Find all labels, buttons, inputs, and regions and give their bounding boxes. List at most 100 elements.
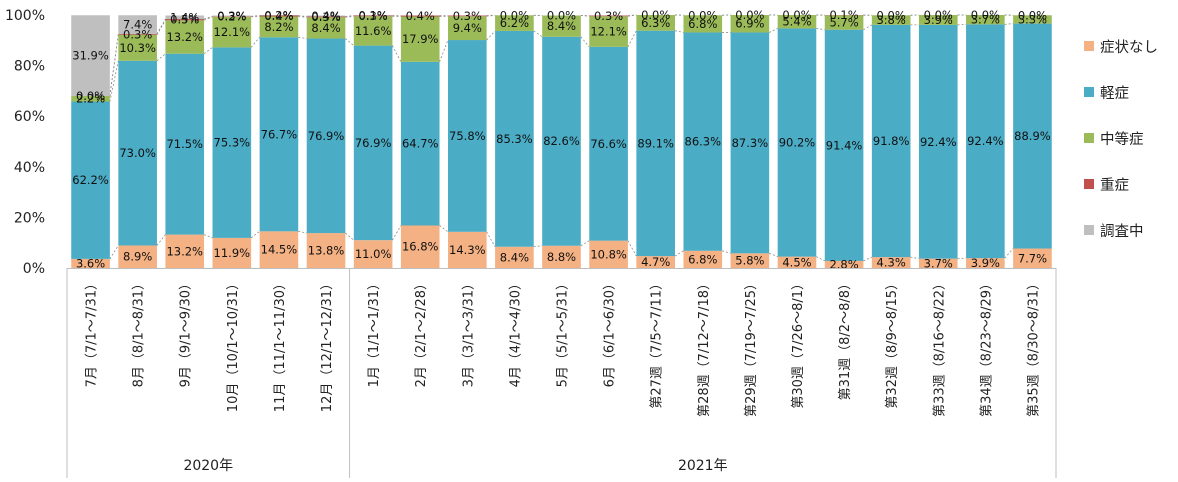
legend-label: 軽症 — [1100, 82, 1129, 103]
y-tick-label: 60% — [14, 109, 45, 125]
data-label: 75.8% — [449, 129, 486, 143]
data-label: 5.8% — [735, 254, 764, 268]
legend-swatch — [1084, 225, 1094, 235]
data-label: 7.4% — [123, 18, 152, 32]
data-label: 76.6% — [590, 137, 627, 151]
series-connector-line — [581, 37, 589, 47]
series-connector-line — [298, 17, 306, 18]
category-label: 1月（1/1～1/31） — [367, 277, 382, 387]
data-label: 92.4% — [920, 135, 957, 149]
category-label: 第30週（7/26～8/1） — [791, 277, 806, 409]
series-connector-line — [581, 241, 589, 246]
data-label: 0.0% — [76, 89, 105, 103]
data-label: 0.1% — [359, 8, 388, 22]
data-label: 71.5% — [166, 137, 203, 151]
data-label: 85.3% — [496, 132, 533, 146]
data-label: 17.9% — [402, 32, 439, 46]
data-label: 8.9% — [123, 250, 152, 264]
category-label: 5月（5/1～5/31） — [556, 277, 571, 387]
category-label: 第29週（7/19～7/25） — [744, 277, 759, 417]
series-connector-line — [958, 24, 966, 25]
data-label: 3.9% — [971, 256, 1000, 270]
series-connector-line — [769, 28, 777, 32]
legend-item: 調査中 — [1084, 220, 1178, 240]
series-connector-line — [157, 235, 165, 246]
data-label: 11.6% — [355, 24, 392, 38]
data-label: 92.4% — [967, 134, 1004, 148]
data-label: 76.9% — [308, 129, 345, 143]
data-label: 91.8% — [873, 134, 910, 148]
series-connector-line — [628, 31, 636, 47]
data-label: 11.9% — [214, 246, 251, 260]
legend-swatch — [1084, 41, 1094, 51]
y-tick-label: 0% — [23, 261, 45, 277]
series-connector-line — [204, 47, 212, 53]
series-connector-line — [392, 46, 400, 62]
data-label: 13.8% — [308, 244, 345, 258]
data-label: 14.3% — [449, 243, 486, 257]
series-connector-line — [298, 37, 306, 38]
data-label: 0.3% — [217, 9, 246, 23]
data-label: 0.0% — [735, 8, 764, 22]
series-connector-line — [675, 31, 683, 33]
series-connector-line — [816, 257, 824, 261]
category-label: 第32週（8/9～8/15） — [885, 277, 900, 409]
data-label: 8.8% — [547, 250, 576, 264]
data-label: 0.2% — [264, 8, 293, 22]
category-label: 4月（4/1～4/30） — [508, 277, 523, 387]
series-connector-line — [251, 16, 259, 17]
category-label: 3月（3/1～3/31） — [461, 277, 476, 387]
data-label: 13.2% — [166, 244, 203, 258]
series-connector-line — [958, 258, 966, 259]
series-connector-line — [910, 257, 918, 259]
y-tick-label: 80% — [14, 59, 45, 75]
series-connector-line — [440, 40, 448, 62]
category-label: 11月（11/1～11/30） — [273, 277, 288, 412]
data-label: 4.5% — [782, 255, 811, 269]
legend-label: 症状なし — [1100, 36, 1158, 57]
series-connector-line — [628, 241, 636, 256]
category-label: 7月（7/1～7/31） — [85, 277, 100, 387]
data-label: 7.7% — [1018, 251, 1047, 265]
series-connector-line — [157, 19, 165, 34]
data-label: 82.6% — [543, 134, 580, 148]
data-label: 1.4% — [170, 10, 199, 24]
data-label: 91.4% — [826, 138, 863, 152]
legend-item: 重症 — [1084, 174, 1178, 194]
series-connector-line — [157, 54, 165, 61]
category-label: 9月（9/1～9/30） — [179, 277, 194, 387]
category-label: 6月（6/1～6/30） — [603, 277, 618, 387]
series-connector-line — [345, 16, 353, 17]
series-connector-line — [251, 37, 259, 47]
legend-item: 症状なし — [1084, 36, 1178, 56]
data-label: 0.4% — [311, 9, 340, 23]
data-label: 9.4% — [453, 21, 482, 35]
data-label: 89.1% — [637, 136, 674, 150]
series-connector-line — [204, 235, 212, 238]
data-label: 0.3% — [453, 9, 482, 23]
series-connector-line — [722, 251, 730, 254]
data-label: 10.3% — [119, 41, 156, 55]
data-label: 0.4% — [406, 9, 435, 23]
data-label: 0.0% — [500, 8, 529, 22]
legend-swatch — [1084, 87, 1094, 97]
category-label: 8月（8/1～8/31） — [132, 277, 147, 387]
category-label: 第28週（7/12～7/18） — [697, 277, 712, 417]
data-label: 11.0% — [355, 247, 392, 261]
legend-label: 調査中 — [1100, 220, 1144, 241]
category-label: 12月（12/1～12/31） — [320, 277, 335, 412]
series-connector-line — [298, 231, 306, 233]
category-label: 第34週（8/23～8/29） — [979, 277, 994, 417]
series-connector-line — [345, 39, 353, 46]
legend-swatch — [1084, 179, 1094, 189]
data-label: 73.0% — [119, 146, 156, 160]
data-label: 87.3% — [732, 136, 769, 150]
data-label: 6.8% — [688, 252, 717, 266]
series-connector-line — [392, 225, 400, 240]
series-connector-line — [1005, 249, 1013, 259]
data-label: 16.8% — [402, 240, 439, 254]
series-connector-line — [157, 20, 165, 34]
category-label: 10月（10/1～10/31） — [226, 277, 241, 412]
series-connector-line — [345, 233, 353, 240]
